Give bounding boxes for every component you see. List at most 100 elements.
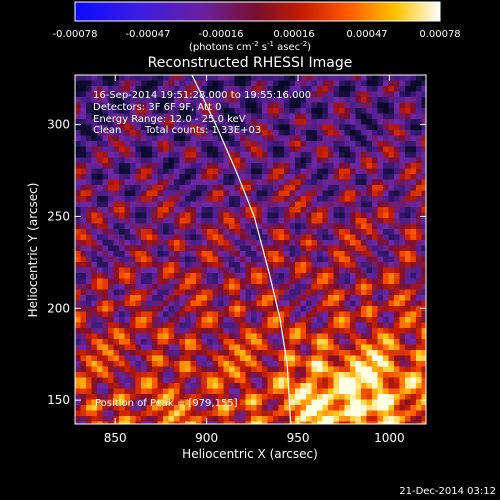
heatmap-cell — [223, 245, 230, 252]
heatmap-cell — [234, 383, 241, 389]
heatmap-cell — [102, 141, 109, 147]
heatmap-cell — [295, 124, 301, 131]
heatmap-cell — [339, 410, 345, 417]
heatmap-cell — [317, 388, 323, 395]
heatmap-cell — [97, 284, 103, 290]
heatmap-cell — [322, 234, 329, 241]
heatmap-cell — [91, 102, 98, 109]
heatmap-cell — [234, 339, 241, 345]
heatmap-cell — [240, 339, 246, 345]
heatmap-cell — [339, 179, 345, 186]
heatmap-cell — [163, 141, 169, 147]
heatmap-cell — [229, 344, 235, 351]
heatmap-cell — [135, 212, 142, 219]
heatmap-cell — [168, 399, 175, 406]
heatmap-cell — [361, 124, 367, 131]
heatmap-cell — [229, 251, 235, 257]
heatmap-cell — [97, 234, 103, 241]
heatmap-cell — [350, 130, 356, 136]
heatmap-cell — [146, 262, 153, 268]
heatmap-cell — [339, 311, 345, 318]
heatmap-cell — [207, 97, 213, 103]
heatmap-cell — [295, 267, 301, 274]
heatmap-cell — [86, 405, 92, 411]
heatmap-cell — [273, 218, 279, 224]
heatmap-cell — [350, 289, 356, 296]
heatmap-cell — [130, 372, 136, 378]
heatmap-cell — [421, 163, 426, 169]
heatmap-cell — [333, 152, 340, 158]
heatmap-cell — [267, 97, 274, 103]
heatmap-cell — [383, 124, 389, 131]
heatmap-cell — [361, 284, 367, 290]
heatmap-cell — [311, 163, 318, 169]
heatmap-cell — [295, 388, 301, 395]
heatmap-cell — [251, 256, 257, 263]
heatmap-cell — [108, 322, 114, 329]
heatmap-cell — [146, 240, 153, 246]
heatmap-cell — [361, 399, 367, 406]
heatmap-cell — [267, 328, 274, 334]
heatmap-cell — [223, 168, 230, 175]
heatmap-cell — [179, 262, 186, 268]
heatmap-cell — [108, 218, 114, 224]
heatmap-cell — [157, 372, 164, 378]
heatmap-cell — [339, 300, 345, 307]
heatmap-cell — [97, 97, 103, 103]
heatmap-cell — [185, 141, 191, 147]
heatmap-cell — [218, 124, 224, 131]
heatmap-cell — [163, 218, 169, 224]
heatmap-cell — [284, 86, 290, 92]
heatmap-cell — [410, 234, 417, 241]
heatmap-cell — [234, 240, 241, 246]
heatmap-cell — [113, 306, 120, 312]
heatmap-cell — [119, 295, 125, 301]
heatmap-cell — [174, 190, 180, 197]
heatmap-cell — [311, 229, 318, 235]
heatmap-cell — [223, 196, 230, 202]
heatmap-cell — [317, 273, 323, 279]
heatmap-cell — [289, 256, 296, 263]
heatmap-cell — [212, 86, 219, 92]
heatmap-cell — [163, 256, 169, 263]
heatmap-cell — [201, 196, 208, 202]
heatmap-cell — [157, 300, 164, 307]
heatmap-cell — [317, 350, 323, 356]
heatmap-cell — [322, 91, 329, 98]
heatmap-cell — [218, 218, 224, 224]
heatmap-cell — [141, 377, 147, 384]
heatmap-cell — [355, 388, 362, 395]
heatmap-cell — [372, 251, 378, 257]
heatmap-cell — [377, 355, 384, 362]
heatmap-cell — [251, 102, 257, 109]
heatmap-cell — [317, 91, 323, 98]
heatmap-cell — [223, 240, 230, 246]
heatmap-cell — [207, 344, 213, 351]
heatmap-cell — [267, 344, 274, 351]
heatmap-cell — [146, 97, 153, 103]
heatmap-cell — [168, 333, 175, 340]
heatmap-cell — [311, 113, 318, 120]
heatmap-cell — [322, 119, 329, 125]
heatmap-cell — [377, 124, 384, 131]
heatmap-cell — [91, 366, 98, 373]
heatmap-cell — [218, 278, 224, 285]
heatmap-cell — [399, 405, 406, 411]
heatmap-cell — [251, 207, 257, 213]
heatmap-cells — [75, 75, 426, 424]
heatmap-cell — [355, 267, 362, 274]
heatmap-cell — [190, 355, 197, 362]
heatmap-cell — [146, 256, 153, 263]
heatmap-cell — [322, 223, 329, 230]
heatmap-cell — [267, 267, 274, 274]
heatmap-cell — [240, 86, 246, 92]
heatmap-cell — [86, 245, 92, 252]
heatmap-cell — [355, 361, 362, 367]
heatmap-cell — [157, 113, 164, 120]
heatmap-cell — [91, 311, 98, 318]
heatmap-cell — [245, 223, 252, 230]
y-tick-label: 300 — [47, 118, 70, 132]
annotation-clean: Clean — [93, 125, 121, 136]
heatmap-cell — [102, 333, 109, 340]
heatmap-cell — [322, 86, 329, 92]
